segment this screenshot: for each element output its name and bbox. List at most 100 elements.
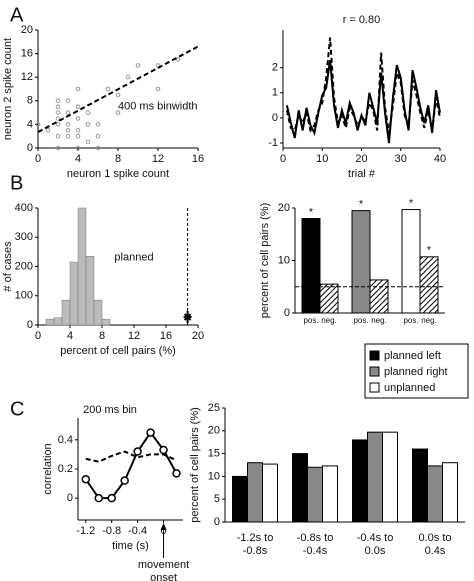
y-tick-label: 20 — [21, 24, 33, 36]
y-axis-label: percent of cell pairs (%) — [189, 407, 201, 523]
marker — [94, 493, 103, 503]
bar-label: pos. — [303, 316, 318, 325]
bar — [442, 462, 458, 523]
point — [65, 133, 71, 139]
point — [45, 128, 51, 133]
x-tick-label: 0 — [35, 330, 41, 342]
point — [95, 145, 101, 151]
panel-label: A — [10, 4, 24, 26]
y-tick-label: 10 — [278, 254, 290, 266]
point — [35, 122, 41, 127]
significance-star: * — [409, 197, 414, 209]
y-axis-label: percent of cell pairs (%) — [259, 203, 271, 319]
point — [115, 92, 121, 98]
x-tick-label: -0.4 — [128, 525, 147, 537]
bar — [247, 462, 263, 523]
arrow-head — [160, 523, 167, 530]
y-tick-label: 10 — [208, 470, 220, 482]
legend-swatch — [369, 382, 380, 393]
bar — [401, 209, 421, 314]
y-tick-label: 0 — [67, 492, 73, 504]
x-tick-label: 0.0s — [365, 545, 386, 557]
bar-label: pos. — [353, 316, 368, 325]
bar-label: neg. — [321, 316, 337, 325]
legend-swatch — [369, 350, 380, 361]
point — [85, 139, 91, 145]
line — [84, 430, 178, 500]
legend-swatch — [369, 366, 380, 377]
point — [75, 104, 81, 109]
point — [75, 116, 81, 121]
marker — [133, 447, 142, 456]
marker — [81, 474, 91, 484]
significance-star: * — [427, 245, 432, 257]
y-tick-label: 0 — [27, 319, 33, 331]
bar — [351, 210, 371, 314]
line — [285, 59, 441, 144]
y-axis-label: # of cases — [2, 241, 14, 292]
point — [55, 145, 61, 151]
x-tick-label: 20 — [355, 153, 367, 165]
marker — [120, 476, 129, 485]
bar — [369, 279, 389, 314]
x-tick-label: 0 — [35, 153, 41, 165]
y-tick-label: 400 — [15, 202, 33, 214]
point — [75, 145, 81, 151]
chart-title: r = 0.80 — [343, 14, 381, 26]
point — [65, 128, 71, 133]
panel-label: B — [10, 172, 23, 194]
y-tick-label: 15 — [208, 448, 220, 460]
chart-title: 200 ms bin — [83, 404, 137, 416]
bar — [427, 465, 443, 523]
legend-box — [364, 343, 469, 399]
x-tick-label: 0.4s — [425, 545, 446, 557]
point — [85, 110, 91, 115]
x-tick-label: 12 — [152, 153, 164, 165]
point — [55, 104, 61, 109]
bar-label: neg. — [421, 316, 437, 325]
point — [75, 133, 81, 139]
x-tick-label: -1.2s to — [237, 532, 274, 544]
x-tick-label: 16 — [192, 153, 204, 165]
x-tick-label: 10 — [316, 153, 328, 165]
y-tick-label: 0 — [284, 307, 290, 319]
reference-marker — [183, 311, 192, 323]
legend-label: unplanned — [384, 382, 435, 394]
point — [85, 122, 91, 127]
point — [155, 86, 161, 92]
legend-label: planned left — [384, 350, 441, 362]
y-tick-label: 300 — [15, 231, 33, 243]
significance-star: * — [359, 199, 364, 211]
bar — [69, 261, 79, 326]
x-tick-label: 20 — [192, 330, 204, 342]
y-tick-label: -1 — [268, 137, 278, 149]
marker — [146, 428, 155, 437]
x-axis-label: neuron 1 spike count — [67, 168, 169, 180]
y-tick-label: 0 — [27, 142, 33, 154]
point — [55, 98, 61, 104]
y-tick-label: 1 — [272, 87, 278, 99]
x-axis-label: time (s) — [112, 540, 149, 552]
point — [65, 110, 71, 115]
x-tick-label: -0.8s to — [297, 532, 334, 544]
y-tick-label: 200 — [15, 260, 33, 272]
x-tick-label: 0.0s to — [418, 532, 451, 544]
x-axis-label: percent of cell pairs (%) — [60, 345, 176, 357]
bar — [301, 218, 321, 314]
x-tick-label: 16 — [160, 330, 172, 342]
y-tick-label: 0 — [272, 112, 278, 124]
point — [95, 122, 101, 127]
x-tick-label: -0.4s — [303, 545, 328, 557]
bar — [322, 465, 338, 523]
y-tick-label: 0.4 — [58, 434, 73, 446]
point — [95, 133, 101, 139]
point — [125, 74, 131, 80]
y-tick-label: 12 — [21, 71, 33, 83]
bar — [419, 256, 439, 314]
bar — [412, 448, 428, 523]
fit-line — [37, 45, 199, 133]
x-tick-label: -0.4s to — [357, 532, 394, 544]
point — [115, 110, 121, 115]
bar — [382, 431, 398, 523]
marker — [159, 445, 168, 455]
